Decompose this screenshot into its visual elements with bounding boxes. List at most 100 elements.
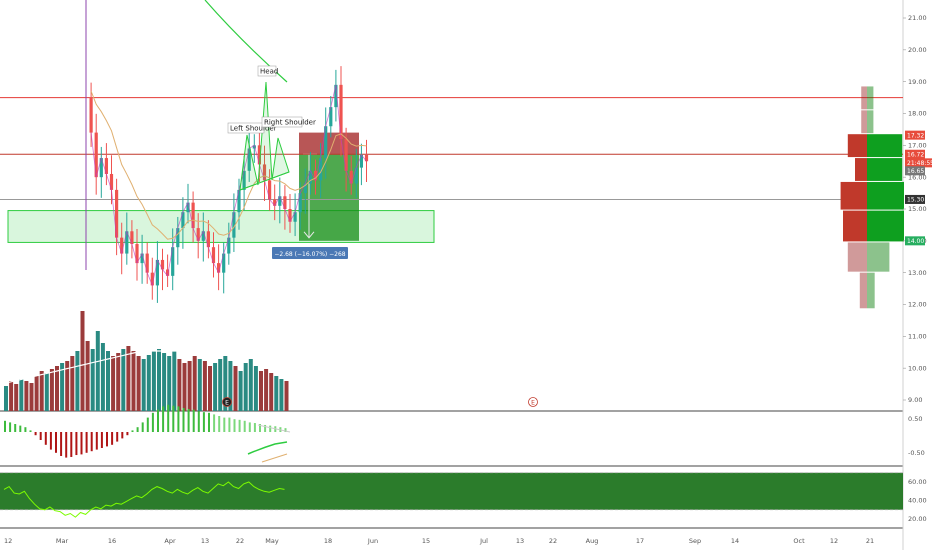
histogram-bar	[49, 432, 52, 450]
volume-bar	[259, 371, 263, 411]
candle-body	[283, 196, 287, 209]
vp-down-4	[840, 181, 867, 210]
volume-bar	[44, 373, 49, 411]
time-tick-label: 22	[236, 537, 244, 545]
price-tick-label: 13.00	[908, 269, 927, 277]
candle-body	[89, 97, 93, 133]
price-tag	[905, 130, 925, 140]
candle-body	[308, 170, 312, 184]
histogram-bar	[238, 419, 241, 432]
vp-down-2	[847, 134, 867, 158]
volume-bar	[106, 351, 110, 411]
vp-up-1	[867, 110, 874, 134]
candle-body	[354, 167, 358, 184]
candle-body	[115, 189, 119, 238]
histogram-bar	[248, 422, 251, 432]
rsi-band	[0, 472, 903, 510]
volume-bar	[95, 331, 100, 411]
time-tick-label: 15	[422, 537, 430, 545]
histogram-bar	[208, 412, 210, 432]
earnings-label: E	[225, 400, 229, 407]
vp-down-6	[847, 242, 867, 272]
histogram-bar	[177, 406, 180, 432]
vp-up-6	[867, 242, 890, 272]
histogram-bar	[34, 432, 37, 436]
ema-line	[90, 91, 367, 240]
candle-body	[278, 196, 282, 206]
histogram-bar	[167, 404, 170, 432]
price-tag	[905, 158, 932, 168]
time-axis[interactable]: 12 Mar 16 Apr 13 22 May 18 Jun 15 Jul 13 22 Aug 17 Sep 1…	[4, 537, 874, 545]
candle-body	[104, 158, 108, 174]
candle-body	[191, 202, 195, 229]
price-tag	[905, 236, 925, 246]
price-tag	[905, 194, 925, 204]
candle-body	[288, 209, 292, 222]
price-tag-label: 14.00	[907, 238, 924, 245]
price-tag-label: 17.32	[907, 132, 924, 139]
histogram-bar	[65, 432, 68, 458]
histogram-bar	[55, 432, 57, 453]
volume-bar	[65, 361, 70, 411]
volume-bar	[172, 351, 177, 411]
time-tick-label: Aug	[586, 537, 599, 545]
price-tag-label: 16.65	[907, 168, 924, 175]
time-tick-label: 18	[324, 537, 332, 545]
price-line	[90, 84, 367, 287]
histogram-bar	[19, 425, 22, 432]
histogram-bar	[75, 432, 78, 456]
time-tick-label: 16	[108, 537, 116, 545]
histogram-bar	[39, 432, 42, 440]
support-zone	[7, 210, 435, 243]
histogram-bar	[70, 432, 73, 457]
price-tick-label: 20.00	[908, 46, 927, 54]
measure-label-box	[272, 247, 348, 259]
histogram-bar	[172, 405, 175, 432]
volume-bar	[264, 369, 269, 411]
histogram-bar	[95, 432, 98, 450]
oscillator-pane	[4, 404, 291, 463]
vp-down-1	[861, 110, 867, 134]
candle-body	[160, 259, 165, 270]
histogram-bar	[197, 411, 200, 432]
candle-body	[176, 228, 180, 248]
volume-bar	[19, 379, 24, 411]
candle-body	[171, 247, 175, 276]
time-tick-label: 21	[866, 537, 874, 545]
time-tick-label: 12	[4, 537, 12, 545]
histogram-bar	[106, 432, 108, 447]
volume-bar	[279, 379, 284, 411]
annotation-box	[227, 122, 265, 134]
price-tag-label: 15.30	[907, 197, 924, 204]
candle-body	[324, 126, 328, 159]
neckline	[239, 171, 290, 191]
time-tick-label: 14	[731, 537, 739, 545]
horizontal-lines	[0, 97, 903, 200]
osc-trend	[257, 424, 291, 433]
volume-bar	[70, 356, 75, 411]
earnings-marker	[528, 397, 538, 407]
volume-bar	[213, 363, 218, 411]
candle-body	[262, 164, 267, 181]
earnings-marker	[222, 397, 232, 407]
histogram-bar	[116, 432, 119, 442]
price-tag	[905, 166, 925, 176]
candle-body	[150, 272, 154, 286]
volume-bar	[243, 363, 248, 411]
price-axis[interactable]: 21.00 20.00 19.00 18.00 17.00 16.00 15.00 14.00…	[903, 0, 932, 550]
volume-bar	[228, 361, 233, 411]
volume-bar	[60, 363, 65, 411]
histogram-bar	[90, 432, 93, 452]
volume-bar	[141, 359, 146, 411]
volume-bar	[187, 361, 192, 411]
histogram-bar	[151, 412, 154, 432]
annotation-2: Right Shoulder	[264, 119, 316, 127]
candle-body	[125, 231, 129, 254]
histogram-bar	[60, 432, 63, 456]
price-tick-label: 17.00	[908, 142, 927, 150]
vp-down-0	[861, 86, 867, 110]
candle-body	[181, 212, 185, 229]
